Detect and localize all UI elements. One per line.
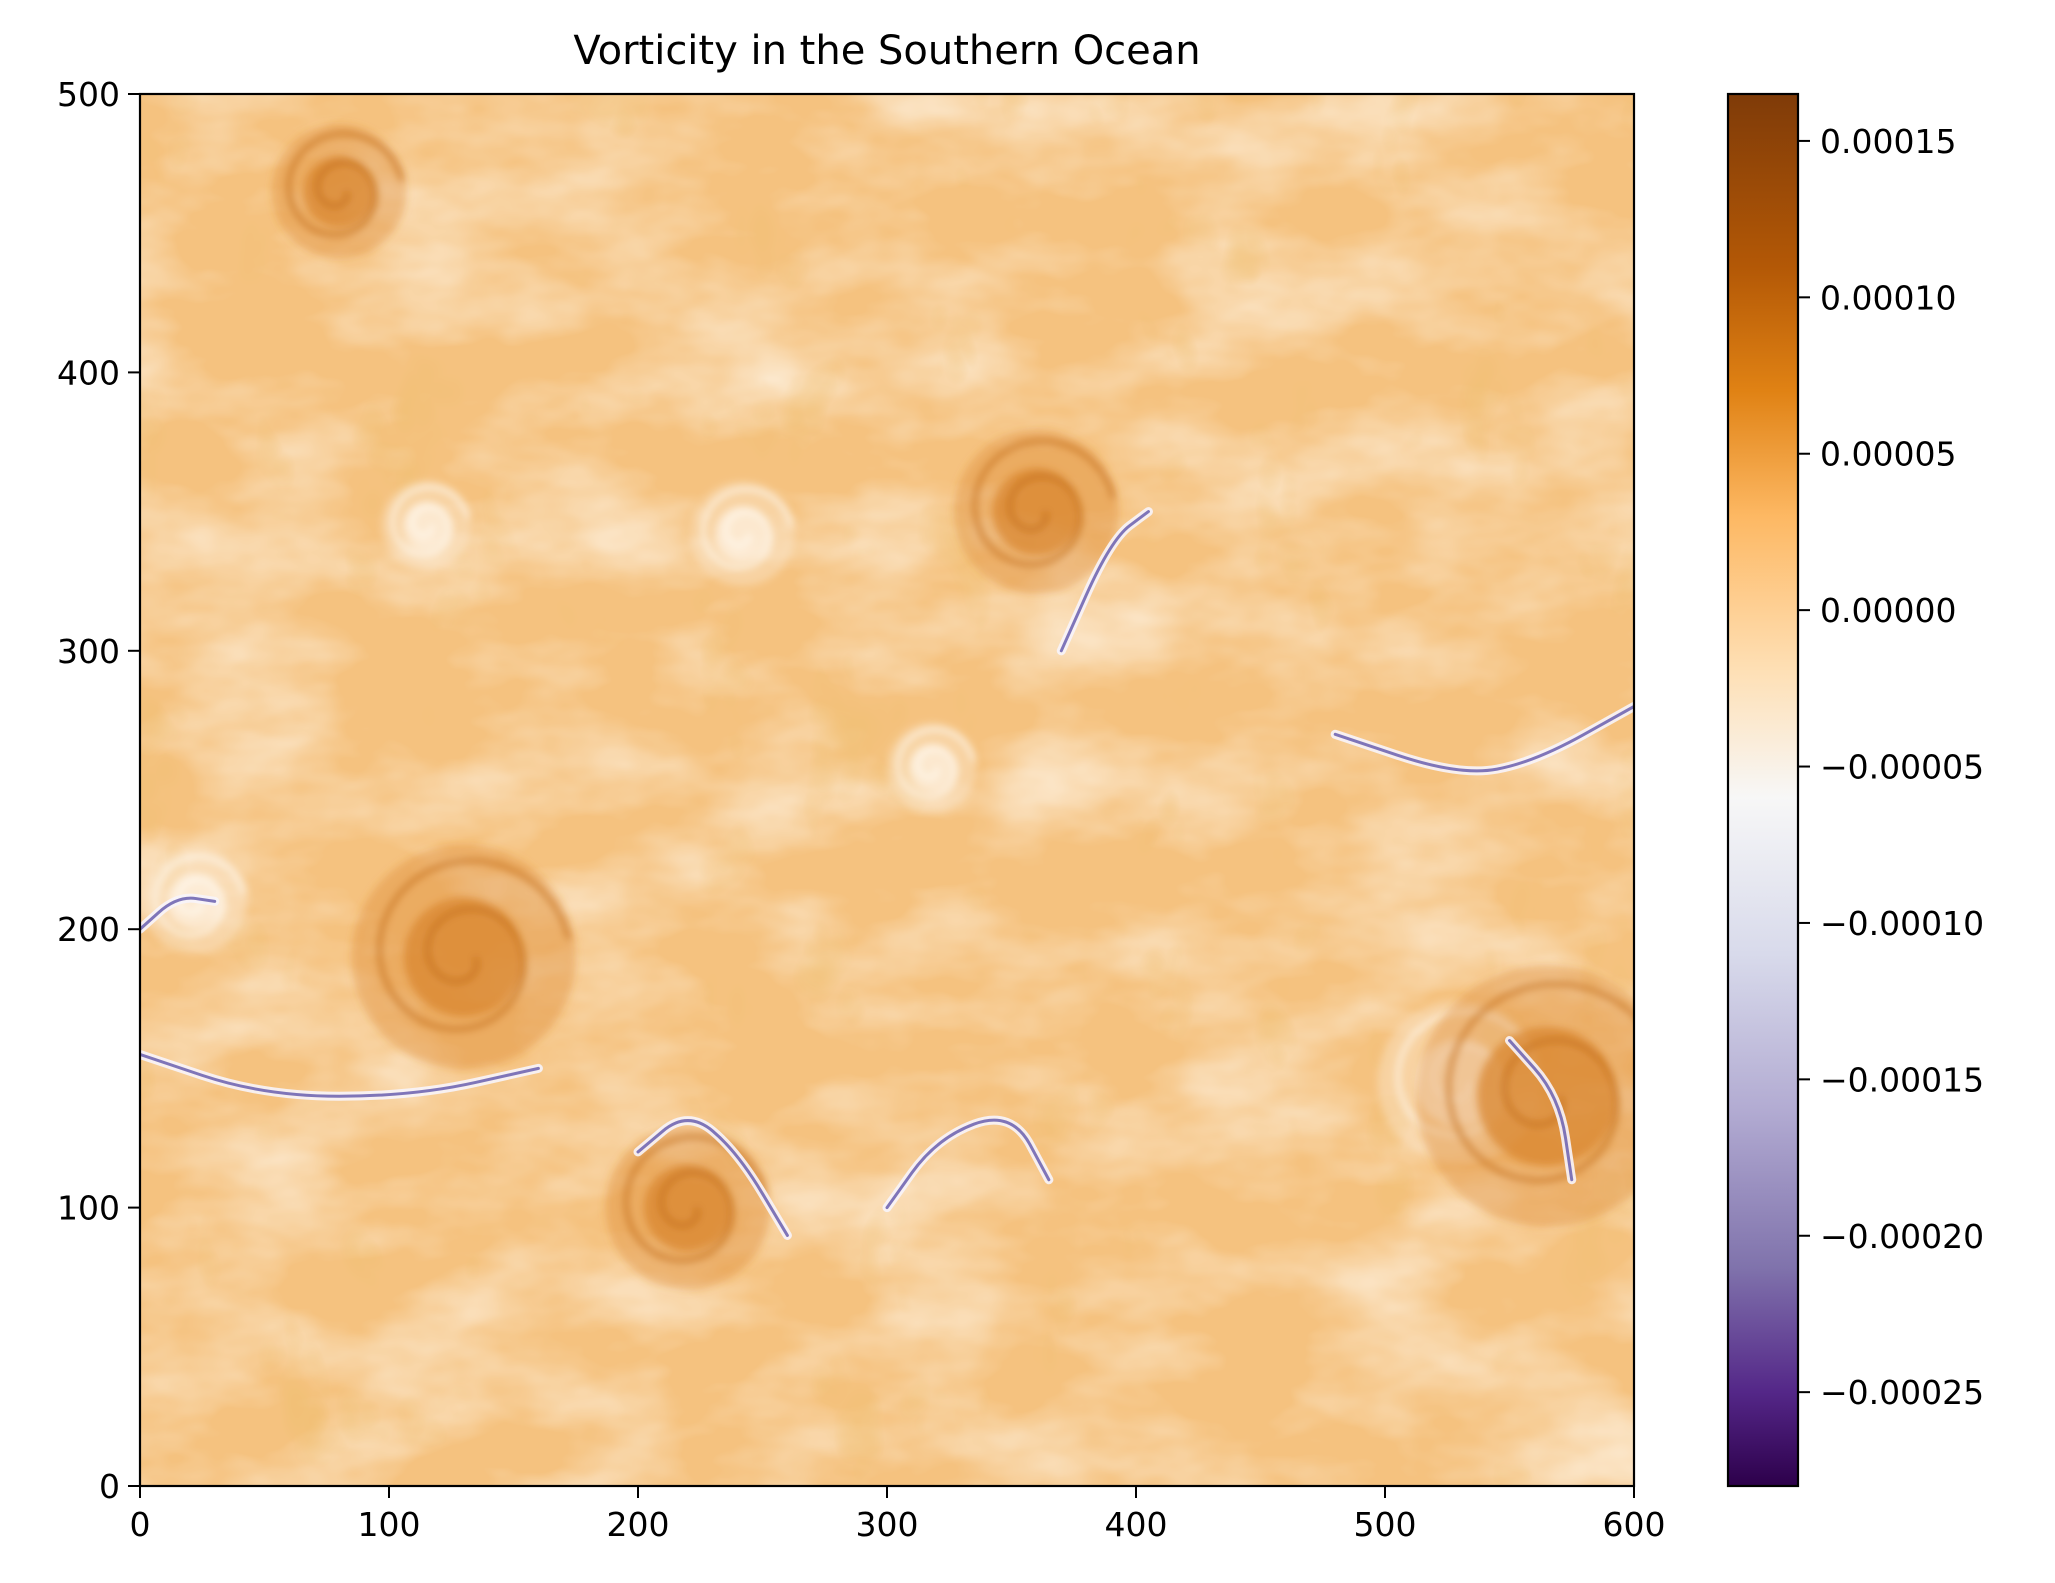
colorbar-ticks: 0.00015 0.00010 0.00005 0.00000 −0.00005 −0.0… [1798,122,1984,1412]
x-tick-label: 0 [130,1505,151,1544]
y-axis: 0 100 200 300 400 500 [57,75,140,1506]
colorbar-tick-label: 0.00010 [1820,278,1956,317]
colorbar-tick-label: −0.00015 [1820,1060,1984,1099]
colorbar-tick-label: −0.00005 [1820,748,1984,787]
x-tick-label: 200 [607,1505,670,1544]
x-tick-label: 100 [358,1505,421,1544]
eddy-feature [690,481,795,587]
chart-title: Vorticity in the Southern Ocean [573,28,1200,74]
eddy-feature [381,480,472,571]
x-tick-label: 400 [1105,1505,1168,1544]
negative-filaments [140,507,1634,1240]
y-tick-label: 400 [57,353,120,392]
colorbar-tick-label: 0.00000 [1820,591,1956,630]
x-tick-label: 300 [856,1505,919,1544]
colorbar-tick-label: −0.00025 [1820,1373,1984,1412]
y-tick-label: 500 [57,75,120,114]
y-tick-label: 300 [57,632,120,671]
colorbar-tick-label: 0.00005 [1820,435,1956,474]
filament-blue [140,896,217,931]
colorbar-tick-label: −0.00020 [1820,1217,1984,1256]
filament-blue [636,1119,789,1237]
y-tick-label: 0 [99,1467,120,1506]
eddy-feature [887,722,977,813]
eddy-feature [1416,965,1634,1227]
colorbar-gradient [1728,94,1798,1486]
eddy-feature [605,1125,770,1290]
filament-blue [140,1052,540,1098]
eddy-feature [351,844,576,1070]
x-tick-label: 600 [1603,1505,1666,1544]
x-tick-label: 500 [1354,1505,1417,1544]
heatmap-field [140,94,1634,1486]
filament-blue [1059,510,1150,653]
heatmap-texture-dark [140,94,1634,1486]
eddy-feature [954,429,1119,594]
filament-blue [1333,704,1634,773]
colorbar-tick-label: 0.00015 [1820,122,1956,161]
y-tick-label: 200 [57,910,120,949]
eddy-feature [142,849,248,954]
colorbar: 0.00015 0.00010 0.00005 0.00000 −0.00005 −0.0… [1726,92,1984,1488]
colorbar-frame [1726,92,1800,1488]
x-axis: 0 100 200 300 400 500 600 [130,1486,1666,1544]
colorbar-tick-label: −0.00010 [1820,904,1984,943]
eddy-features [142,124,1634,1290]
y-tick-label: 100 [57,1189,120,1228]
filament-blue [1508,1039,1574,1182]
eddy-feature [271,124,407,259]
filament-blue [885,1118,1051,1210]
